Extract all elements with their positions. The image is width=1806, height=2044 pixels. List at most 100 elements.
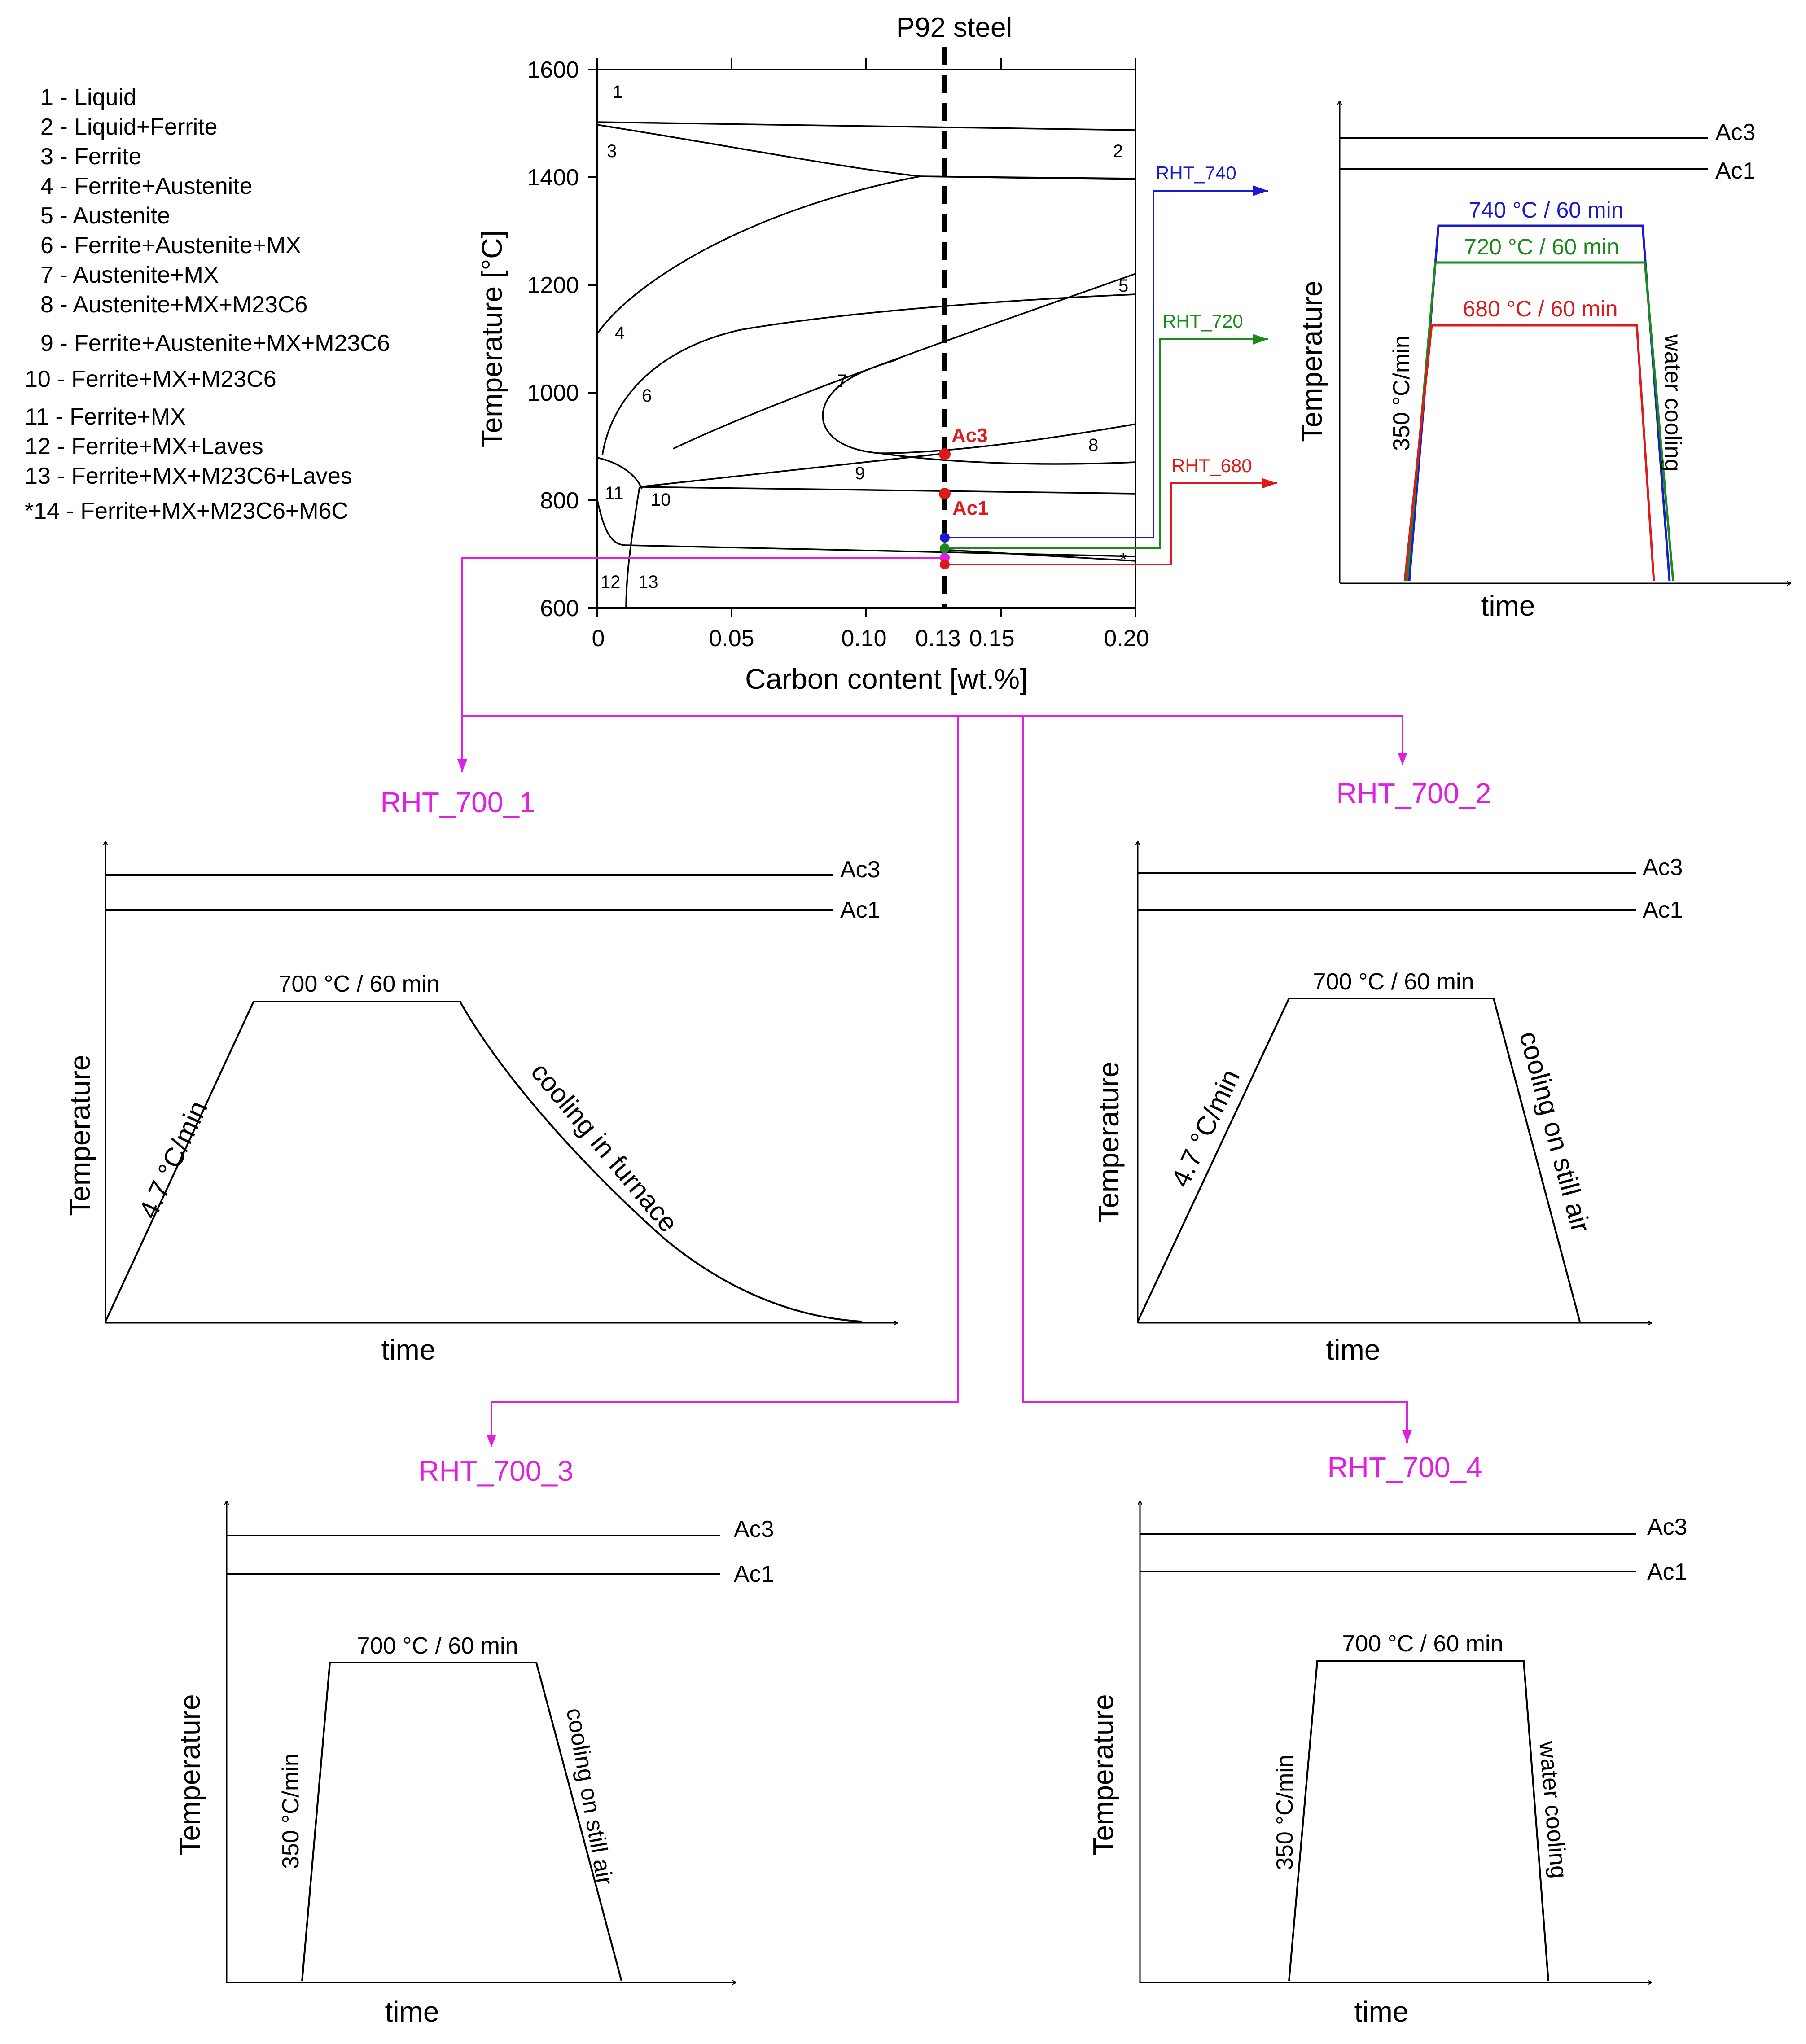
rht-680-plateau-label: 680 °C / 60 min xyxy=(1463,296,1618,321)
rht-680-label: RHT_680 xyxy=(1171,455,1252,476)
legend-entry-5: 5 - Austenite xyxy=(40,203,170,229)
laves-line xyxy=(596,498,1136,557)
rht-700-3-profile xyxy=(301,1662,622,1982)
rht-700-3-heating-label: 350 °C/min xyxy=(278,1753,304,1869)
m23c6-line xyxy=(879,452,1136,465)
legend-entry-8: 8 - Austenite+MX+M23C6 xyxy=(40,292,307,318)
x-tick-0.13: 0.13 xyxy=(915,626,960,652)
rht-740-route xyxy=(945,185,1268,538)
rht-700-3-cooling-label: cooling on still air xyxy=(561,1706,618,1887)
rht-700-4-profile xyxy=(1288,1660,1549,1982)
rht-700-3-x-label: time xyxy=(385,1996,439,2028)
rht-700-2-ac1-label: Ac1 xyxy=(1643,897,1683,923)
rht-700-1-profile xyxy=(105,1001,862,1322)
region-1: 1 xyxy=(613,82,622,102)
rht-740-plateau-label: 740 °C / 60 min xyxy=(1468,197,1623,223)
y-tick-600: 600 xyxy=(540,595,579,622)
rht-700-3-title: RHT_700_3 xyxy=(418,1455,573,1487)
rht-700-2-heating-label: 4.7 °C/min xyxy=(1165,1065,1245,1192)
phase-boundaries xyxy=(596,121,1136,608)
rht-680-profile xyxy=(1403,324,1655,582)
phase-legend: 1 - Liquid 2 - Liquid+Ferrite 3 - Ferrit… xyxy=(25,84,390,524)
legend-entry-6: 6 - Ferrite+Austenite+MX xyxy=(40,232,301,258)
rht-700-2-title: RHT_700_2 xyxy=(1336,777,1491,810)
rht-720-label: RHT_720 xyxy=(1162,311,1243,332)
rht-740-profile xyxy=(1408,224,1671,582)
rht-700-3-plot: RHT_700_3 Ac3 Ac1 700 °C / 60 min 350 °C… xyxy=(174,1455,774,2028)
liquidus-line xyxy=(596,121,1136,131)
region-3: 3 xyxy=(607,141,617,161)
mx-solvus-loop xyxy=(822,358,1136,454)
y-tick-1600: 1600 xyxy=(527,57,579,83)
rht-740-label: RHT_740 xyxy=(1156,162,1236,184)
legend-entry-12: 12 - Ferrite+MX+Laves xyxy=(25,433,263,460)
ac3-point xyxy=(939,448,951,460)
phase-diagram: P92 steel 1600 1400 1200 1000 800 600 Te… xyxy=(457,12,1412,1447)
rht-700-4-heating-label: 350 °C/min xyxy=(1272,1755,1298,1870)
ferrite-austenite-boundary xyxy=(596,175,921,335)
rht-high-plot: Ac3 Ac1 740 °C / 60 min 720 °C / 60 min … xyxy=(1296,101,1791,622)
rht-700-1-cooling-label: cooling in furnace xyxy=(525,1057,684,1238)
legend-entry-10: 10 - Ferrite+MX+M23C6 xyxy=(25,366,276,392)
line-11-upper xyxy=(596,457,643,490)
y-tick-800: 800 xyxy=(540,488,579,514)
legend-entry-13: 13 - Ferrite+MX+M23C6+Laves xyxy=(25,463,352,489)
rht-700-4-title: RHT_700_4 xyxy=(1327,1451,1482,1484)
rht-high-cooling-label: water cooling xyxy=(1660,334,1686,472)
rht-700-4-x-label: time xyxy=(1354,1996,1409,2028)
delta-line xyxy=(920,175,1136,180)
region-numbers: 1 2 3 4 5 6 7 8 9 10 11 12 13 * xyxy=(601,82,1128,592)
rht-700-1-plot: RHT_700_1 Ac3 Ac1 700 °C / 60 min 4.7 °C… xyxy=(64,786,898,1366)
rht-700-2-cooling-label: cooling on still air xyxy=(1513,1028,1596,1235)
rht-high-x-label: time xyxy=(1481,590,1535,622)
rht-700-2-profile xyxy=(1137,998,1581,1322)
rht-700-4-ac1-label: Ac1 xyxy=(1647,1559,1688,1585)
top-ticks xyxy=(596,58,1136,70)
phase-diagram-title: P92 steel xyxy=(896,12,1013,43)
y-axis: 1600 1400 1200 1000 800 600 Temperature … xyxy=(476,57,597,622)
line-13-left xyxy=(625,486,640,608)
plot-frame xyxy=(596,69,1136,609)
rht-700-2-x-label: time xyxy=(1326,1334,1381,1366)
x-tick-0.20: 0.20 xyxy=(1104,626,1149,652)
rht-700-routes xyxy=(457,557,1412,1447)
rht-700-4-plateau-label: 700 °C / 60 min xyxy=(1342,1631,1504,1657)
ac1-label: Ac1 xyxy=(952,497,989,519)
x-tick-0.15: 0.15 xyxy=(969,626,1014,652)
ferrite-solvus-top xyxy=(596,124,1136,179)
y-tick-1000: 1000 xyxy=(527,380,579,406)
rht-high-ac1-label: Ac1 xyxy=(1715,158,1756,184)
rht-700-2-ac3-label: Ac3 xyxy=(1643,854,1683,880)
rht-700-1-ac1-label: Ac1 xyxy=(840,897,881,923)
region-7: 7 xyxy=(837,371,847,391)
rht-high-y-label: Temperature xyxy=(1296,280,1328,442)
legend-entry-4: 4 - Ferrite+Austenite xyxy=(40,173,253,199)
x-tick-0: 0 xyxy=(592,626,605,652)
region-13: 13 xyxy=(638,572,658,592)
region-10: 10 xyxy=(651,490,671,510)
legend-entry-7: 7 - Austenite+MX xyxy=(40,262,219,288)
region-4: 4 xyxy=(615,323,625,343)
rht-700-3-plateau-label: 700 °C / 60 min xyxy=(357,1633,518,1659)
rht-700-1-y-label: Temperature xyxy=(64,1055,96,1216)
austenite-mx-boundary xyxy=(601,293,1136,456)
rht-700-3-y-label: Temperature xyxy=(174,1694,206,1855)
legend-entry-1: 1 - Liquid xyxy=(40,84,136,110)
legend-entry-11: 11 - Ferrite+MX xyxy=(25,404,186,430)
m6c-line xyxy=(942,549,1136,562)
region-6: 6 xyxy=(642,386,652,406)
rht-700-2-plateau-label: 700 °C / 60 min xyxy=(1313,969,1474,995)
region-8: 8 xyxy=(1088,435,1098,455)
rht-700-4-plot: RHT_700_4 Ac3 Ac1 700 °C / 60 min 350 °C… xyxy=(1087,1451,1688,2028)
y-axis-label: Temperature [°C] xyxy=(476,230,508,447)
region-5: 5 xyxy=(1118,276,1128,296)
rht-720-route xyxy=(945,334,1268,549)
x-tick-0.10: 0.10 xyxy=(841,626,886,652)
ac1-point xyxy=(939,488,951,499)
legend-entry-9: 9 - Ferrite+Austenite+MX+M23C6 xyxy=(40,330,390,356)
region-11: 11 xyxy=(605,483,624,503)
y-tick-1200: 1200 xyxy=(527,272,579,298)
rht-700-2-y-label: Temperature xyxy=(1092,1061,1125,1222)
rht-high-heating-label: 350 °C/min xyxy=(1389,335,1415,451)
ac3-boundary xyxy=(639,452,947,488)
